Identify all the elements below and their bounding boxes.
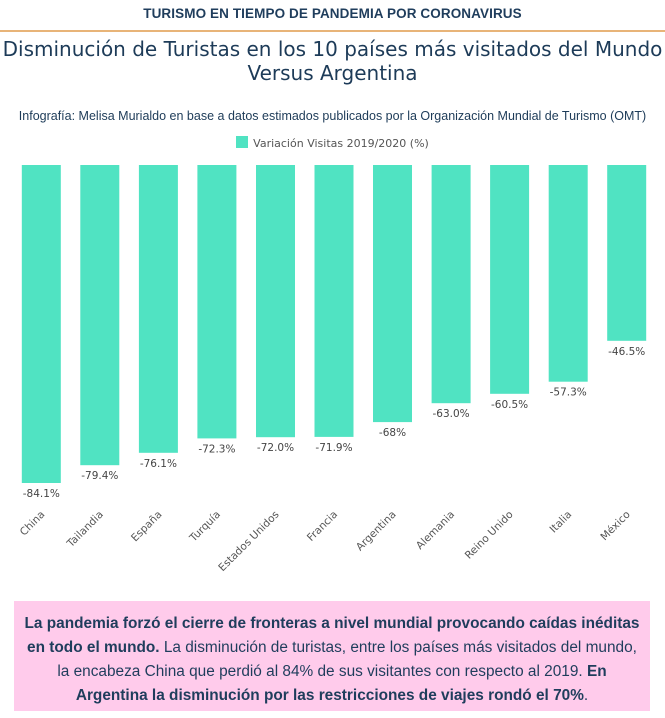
x-tick-label: China	[18, 509, 48, 539]
data-label: -68%	[379, 427, 406, 439]
bar-turquía[interactable]	[197, 165, 237, 439]
callout-text: La disminución de turistas, entre los pa…	[57, 639, 637, 680]
bar-méxico[interactable]	[607, 165, 647, 341]
x-tick-label: Italia	[548, 509, 575, 536]
bar-tailandia[interactable]	[80, 165, 120, 466]
bar-italia[interactable]	[548, 165, 588, 382]
summary-callout: La pandemia forzó el cierre de fronteras…	[14, 601, 650, 711]
bar-alemania[interactable]	[431, 165, 471, 404]
data-label: -71.9%	[315, 442, 352, 454]
x-tick-label: Reino Unido	[463, 509, 516, 562]
x-tick-label: Estados Unidos	[216, 509, 281, 574]
bar-reino-unido[interactable]	[490, 165, 530, 394]
callout-bold-lead: La pandemia forzó el cierre de fronteras…	[24, 615, 640, 656]
legend-swatch	[236, 136, 249, 148]
chart-legend[interactable]: Variación Visitas 2019/2020 (%)	[0, 136, 665, 150]
x-tick-label: España	[129, 509, 165, 545]
bar-chart: -84.1% China -79.4% Tailandia -76.1% España -7…	[18, 165, 647, 574]
data-label: -76.1%	[140, 458, 177, 470]
data-label: -46.5%	[608, 346, 645, 358]
chart-title: Disminución de Turistas en los 10 países…	[2, 37, 663, 85]
x-tick-label: Argentina	[354, 509, 399, 554]
data-label: -72.0%	[257, 442, 294, 454]
callout-end: .	[583, 687, 589, 704]
x-tick-label: Tailandia	[64, 509, 106, 551]
kicker-heading: TURISMO EN TIEMPO DE PANDEMIA POR CORONA…	[143, 6, 522, 21]
data-label: -63.0%	[433, 408, 470, 420]
kicker-divider	[0, 30, 665, 32]
chart-subtitle: Infografía: Melisa Murialdo en base a da…	[18, 109, 647, 123]
bar-españa[interactable]	[138, 165, 178, 453]
bar-francia[interactable]	[314, 165, 354, 437]
data-label: -57.3%	[550, 387, 587, 399]
bar-argentina[interactable]	[373, 165, 412, 423]
x-tick-label: México	[598, 509, 632, 543]
data-label: -72.3%	[198, 443, 235, 455]
bar-estados-unidos[interactable]	[256, 165, 295, 438]
data-label: -84.1%	[23, 488, 60, 500]
callout-bold-argentina: En Argentina la disminución por las rest…	[75, 663, 607, 704]
x-tick-label: Francia	[305, 509, 340, 544]
x-tick-label: Alemania	[414, 509, 457, 552]
legend-label: Variación Visitas 2019/2020 (%)	[253, 137, 429, 150]
data-label: -60.5%	[491, 399, 528, 411]
bar-china[interactable]	[21, 165, 61, 483]
data-label: -79.4%	[81, 470, 118, 482]
x-tick-label: Turquía	[187, 509, 223, 545]
